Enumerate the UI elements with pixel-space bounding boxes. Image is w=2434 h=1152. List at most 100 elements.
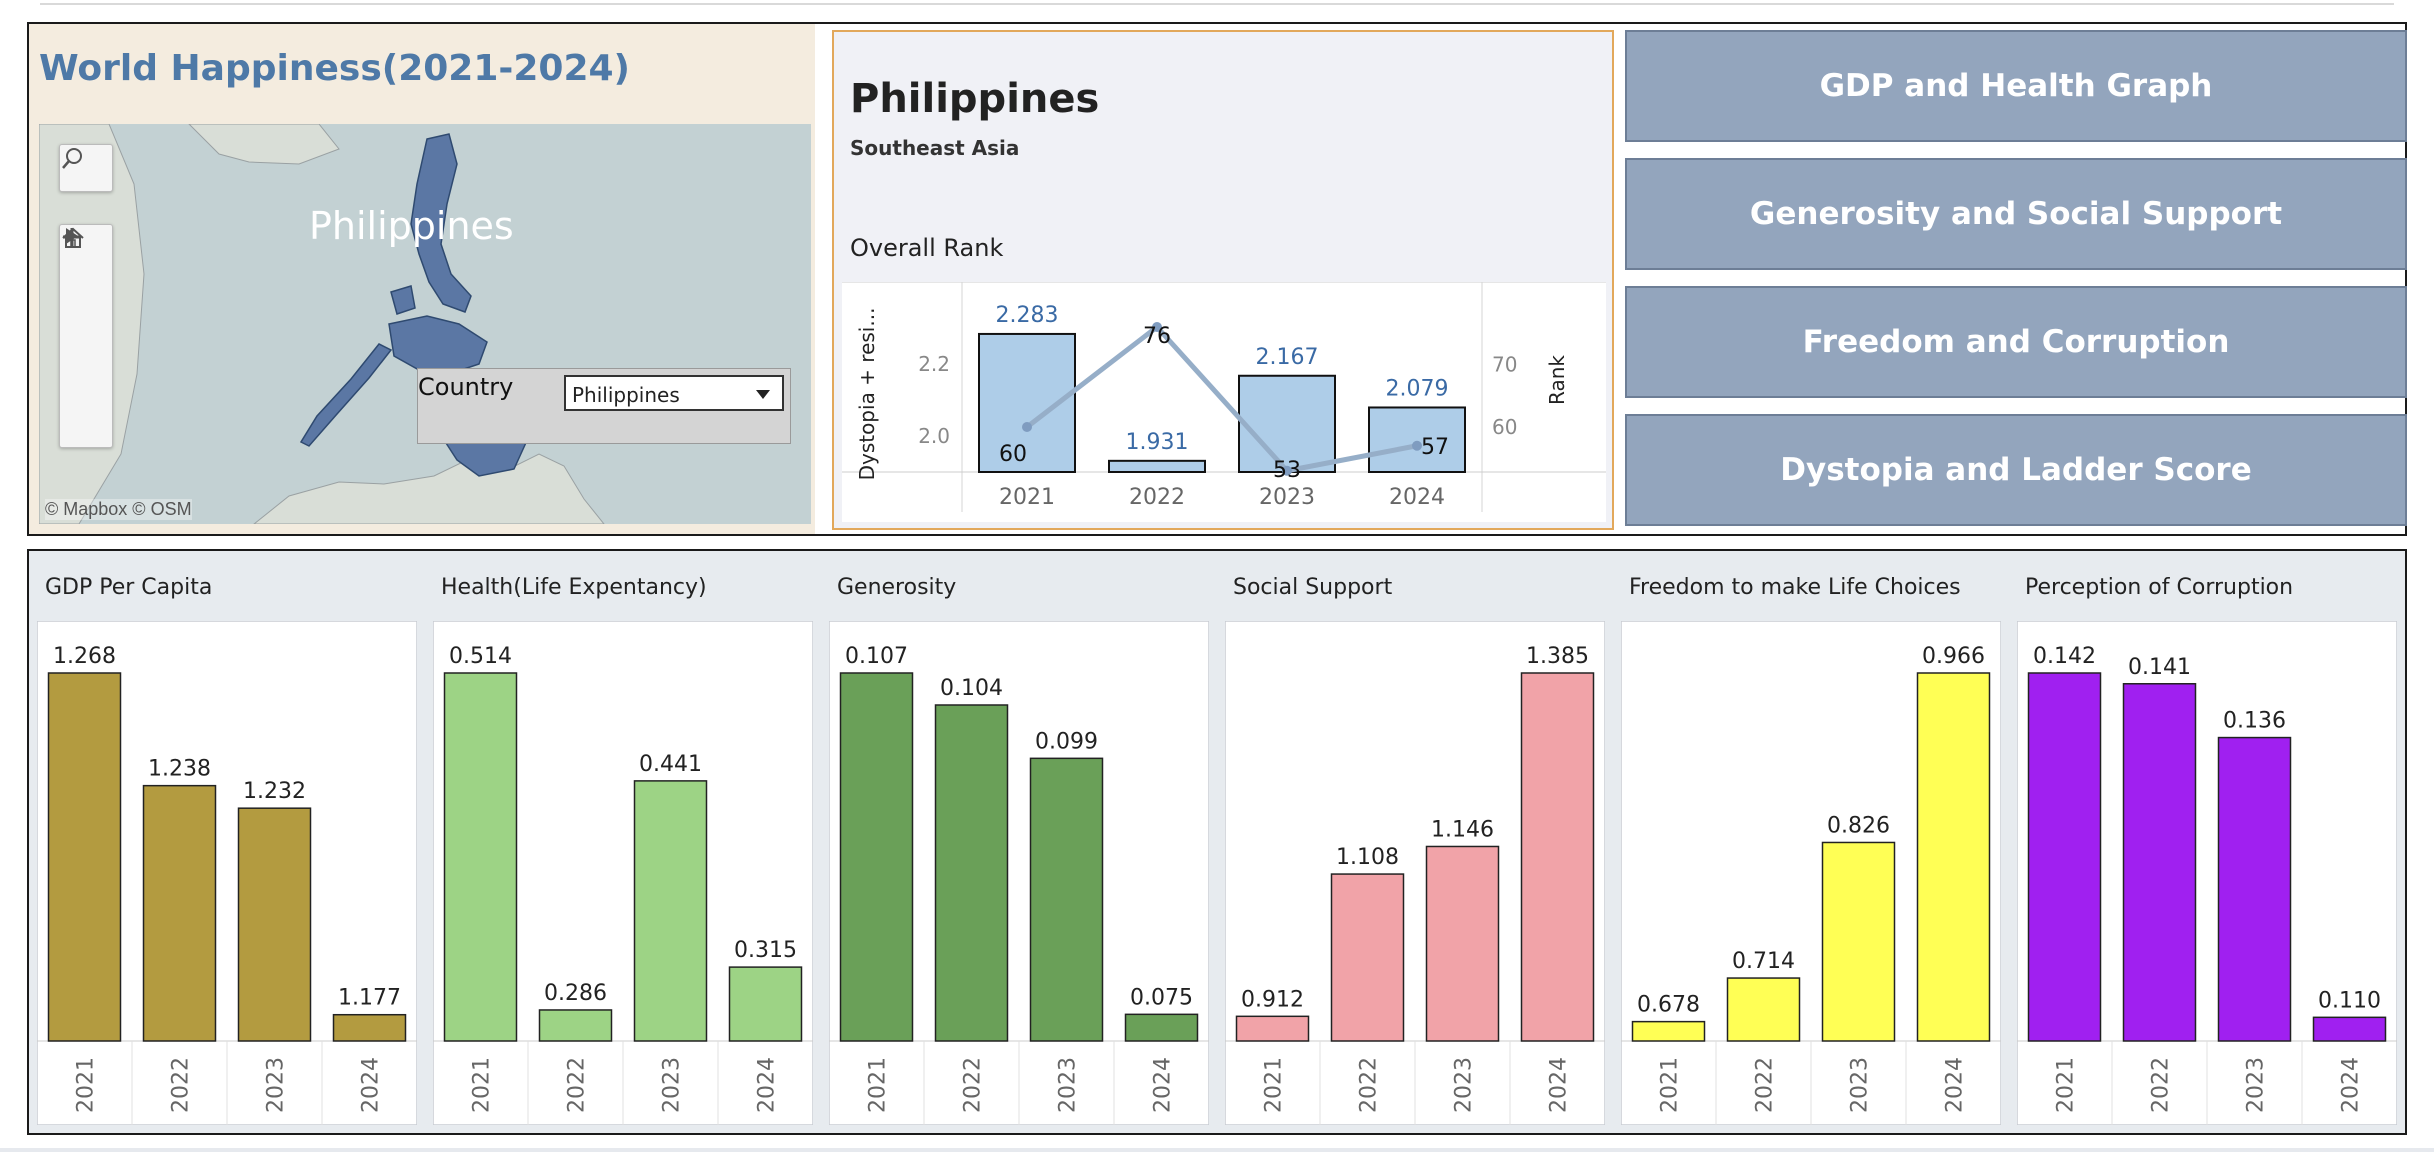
top-divider [40,3,2394,5]
rank-point [1022,422,1032,432]
dystopia-bar [1368,406,1466,473]
map-attribution[interactable]: © Mapbox © OSM [45,499,192,520]
bar-value-label: 0.514 [449,644,512,669]
x-tick-label: 2022 [565,1057,590,1113]
dystopia-value-label: 2.167 [1256,345,1319,370]
metric-bar [142,784,217,1042]
corruption-chart-panel: Perception of Corruption 0.142 2021 0.141 2… [2009,551,2405,1133]
metric-bar [1330,873,1405,1042]
freedom-bar-chart[interactable]: 0.678 2021 0.714 2022 0.826 2023 0.966 2024 [1621,621,2001,1125]
x-tick-label: 2022 [169,1057,194,1113]
map-background [39,124,605,524]
bar-value-label: 0.099 [1035,729,1098,754]
generosity-chart-title: Generosity [837,575,957,600]
gdp-chart-panel: GDP Per Capita 1.268 2021 1.238 2022 1.232 20… [29,551,425,1133]
country-region: Southeast Asia [850,136,1020,160]
metric-bar [538,1009,613,1042]
map-country-label: Philippines [309,204,514,248]
metric-bar [1520,672,1595,1042]
rank-value-label: 76 [1143,324,1171,349]
x-tick-label: 2021 [999,485,1055,510]
generosity-social-button[interactable]: Generosity and Social Support [1625,158,2407,270]
bar-value-label: 1.232 [243,779,306,804]
y-tick-label: 2.2 [918,352,950,376]
metric-bar [1029,757,1104,1042]
bar-value-label: 0.912 [1241,987,1304,1012]
rank-point [1282,465,1292,476]
rank-value-label: 53 [1273,458,1301,483]
y-axis-label: Dystopia + resi... [855,308,879,481]
corruption-chart-title: Perception of Corruption [2025,575,2294,600]
x-tick-label: 2024 [1151,1057,1176,1113]
social-support-chart-panel: Social Support 0.912 2021 1.108 2022 1.146 20… [1217,551,1613,1133]
rank-value-label: 57 [1421,435,1449,460]
country-filter-label: Country [418,373,514,401]
rank-line [1025,324,1418,474]
metric-bar [1726,977,1801,1042]
country-shape-palawan [299,343,393,447]
rank-point [1412,440,1422,451]
bar-value-label: 0.104 [940,676,1003,701]
generosity-bar-chart[interactable]: 0.107 2021 0.104 2022 0.099 2023 0.075 2024 [829,621,1209,1125]
bar-value-label: 0.441 [639,752,702,777]
country-shape-luzon [410,133,472,313]
x-tick-label: 2022 [1753,1057,1778,1113]
metric-bar [443,672,518,1042]
health-chart-title: Health(Life Expentancy) [441,575,707,600]
bar-value-label: 0.142 [2033,644,2096,669]
reset-view-button[interactable] [60,227,112,390]
country-detail-panel: Philippines Southeast Asia Overall Rank … [832,30,1614,530]
x-tick-label: 2024 [1389,485,1445,510]
dystopia-value-label: 2.283 [996,303,1059,328]
bar-value-label: 1.146 [1431,817,1494,842]
social-support-bar-chart[interactable]: 0.912 2021 1.108 2022 1.146 2023 1.385 2024 [1225,621,1605,1125]
generosity-chart-panel: Generosity 0.107 2021 0.104 2022 0.099 2023 0.… [821,551,1217,1133]
metric-bar [2027,672,2102,1042]
rank-value-label: 60 [999,442,1027,467]
metric-bar [332,1013,407,1042]
metric-bar [1124,1013,1199,1042]
bar-value-label: 0.966 [1922,644,1985,669]
gdp-health-button[interactable]: GDP and Health Graph [1625,30,2407,142]
map-panel: World Happiness(2021-2024) Philippines [29,24,815,534]
social-support-chart-title: Social Support [1233,575,1393,600]
country-map[interactable]: Philippines [39,124,811,524]
top-dashboard-row: World Happiness(2021-2024) Philippines [27,22,2407,536]
map-tools-button[interactable] [60,228,112,445]
x-tick-label: 2021 [866,1057,891,1113]
bar-value-label: 1.177 [338,986,401,1011]
dystopia-bar [1238,374,1336,473]
bar-value-label: 1.268 [53,644,116,669]
freedom-corruption-button[interactable]: Freedom and Corruption [1625,286,2407,398]
country-dropdown[interactable]: Philippines [564,375,784,411]
x-tick-label: 2023 [1452,1057,1477,1113]
x-tick-label: 2021 [74,1057,99,1113]
rank-point [1152,322,1162,332]
metric-bar [2122,683,2197,1042]
x-tick-label: 2021 [470,1057,495,1113]
metric-bar [728,966,803,1042]
overall-rank-chart[interactable]: Dystopia + resi... Rank 2.0 2.2 60 70 2.283 202… [842,282,1606,522]
gdp-bar-chart[interactable]: 1.268 2021 1.238 2022 1.232 2023 1.177 2024 [37,621,417,1125]
metric-bar [1425,845,1500,1042]
dystopia-ladder-button[interactable]: Dystopia and Ladder Score [1625,414,2407,526]
map-search-button[interactable] [59,144,113,192]
x-tick-label: 2024 [2339,1057,2364,1113]
freedom-chart-panel: Freedom to make Life Choices 0.678 2021 0.… [1613,551,2009,1133]
land-mass-top [188,124,340,165]
bar-value-label: 0.075 [1130,985,1193,1010]
bar-value-label: 0.286 [544,981,607,1006]
bar-value-label: 1.385 [1526,644,1589,669]
x-tick-label: 2021 [1262,1057,1287,1113]
metric-bar [934,704,1009,1042]
health-bar-chart[interactable]: 0.514 2021 0.286 2022 0.441 2023 0.315 2024 [433,621,813,1125]
corruption-bar-chart[interactable]: 0.142 2021 0.141 2022 0.136 2023 0.110 2024 [2017,621,2397,1125]
x-tick-label: 2023 [2244,1057,2269,1113]
x-tick-label: 2022 [1129,485,1185,510]
metrics-row: GDP Per Capita 1.268 2021 1.238 2022 1.232 20… [27,549,2407,1135]
dystopia-value-label: 1.931 [1126,430,1189,455]
metric-bar [633,780,708,1042]
dystopia-bar [1108,459,1206,473]
x-tick-label: 2023 [1259,485,1315,510]
zoom-out-button[interactable] [60,235,112,335]
